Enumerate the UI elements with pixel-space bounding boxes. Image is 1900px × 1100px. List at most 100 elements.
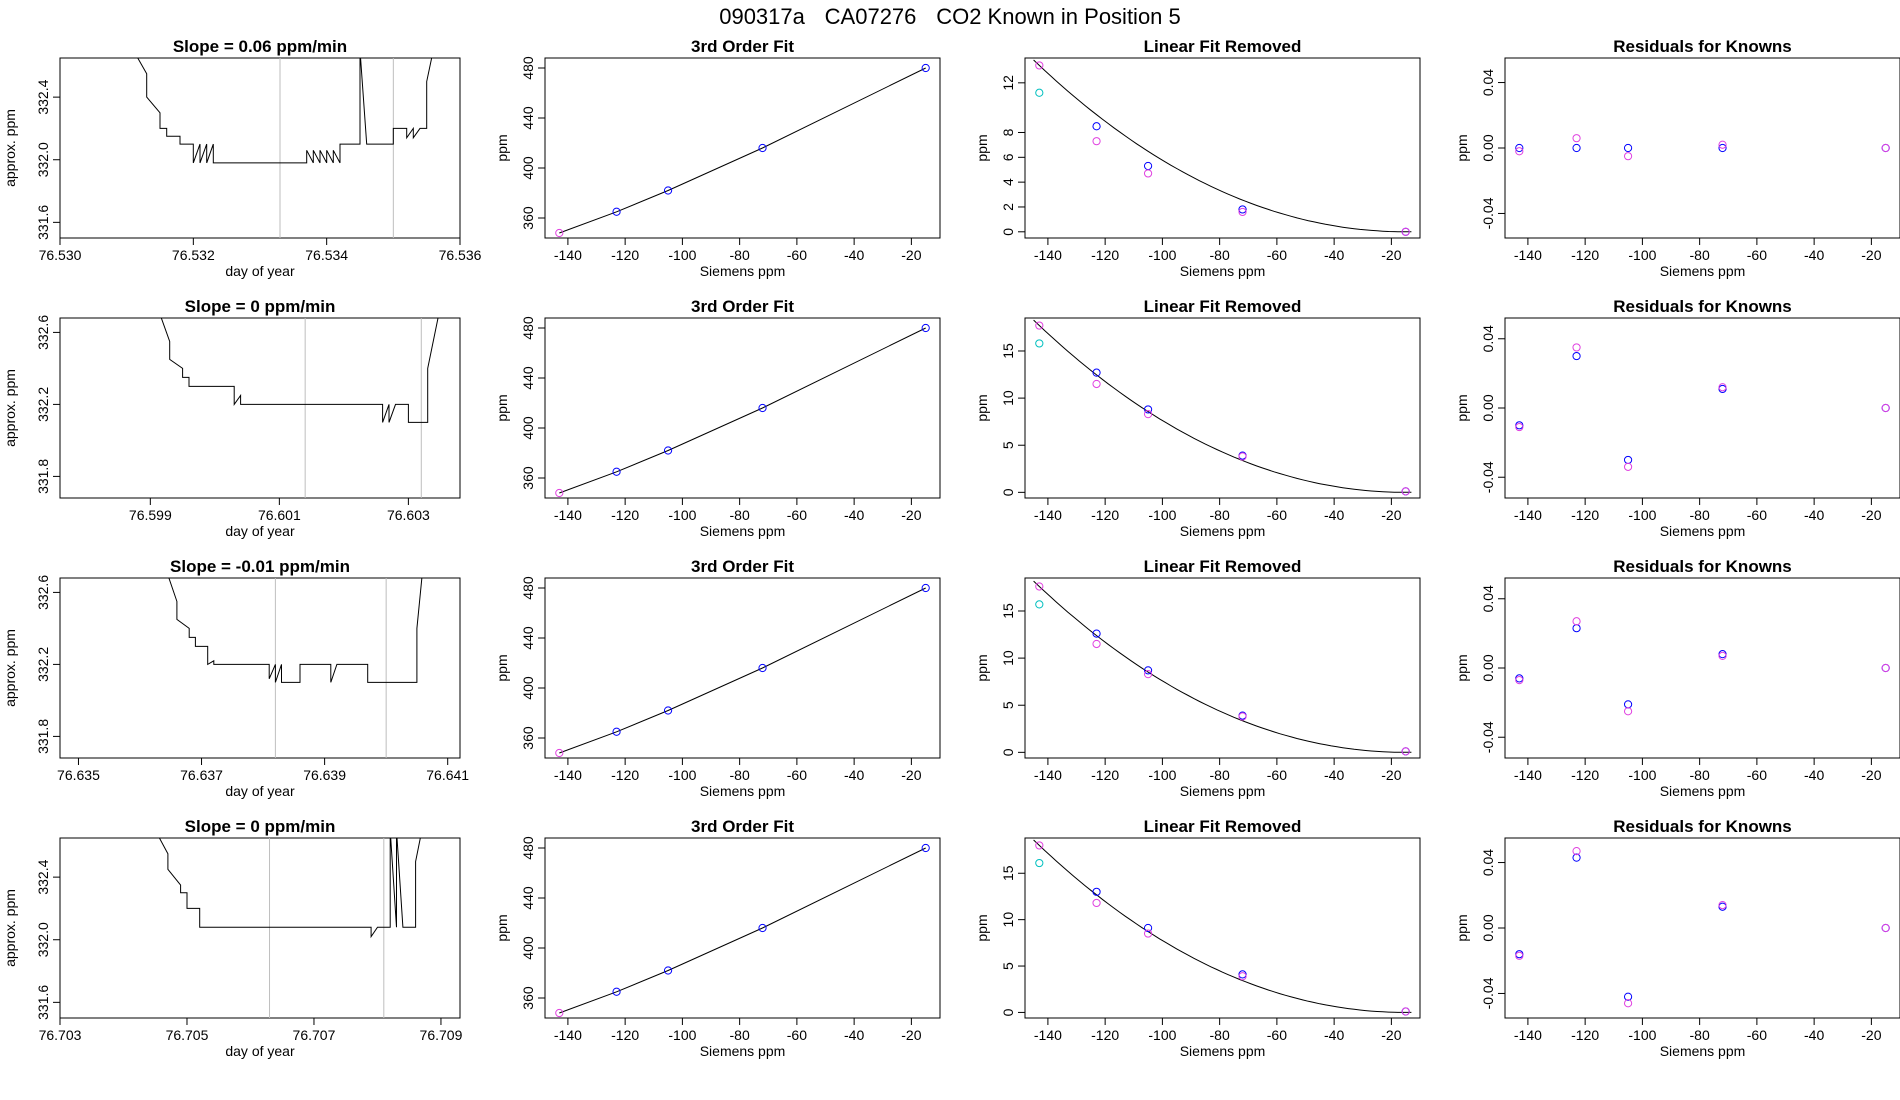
data-point-blue <box>1623 455 1633 465</box>
x-tick-label: -100 <box>1148 247 1176 263</box>
fit-curve-line <box>1033 580 1412 753</box>
data-point-blue <box>1238 205 1247 214</box>
data-point-magenta <box>1623 707 1633 716</box>
x-axis-label: day of year <box>225 263 295 279</box>
data-point-magenta <box>1623 999 1633 1008</box>
x-tick-label: -20 <box>901 507 921 523</box>
x-tick-label: -120 <box>1571 767 1599 783</box>
data-point-blue <box>1718 384 1727 394</box>
plot-area <box>1515 846 1890 1008</box>
plot-title: Linear Fit Removed <box>1144 297 1302 316</box>
title-run-id: 090317a <box>719 4 805 29</box>
x-tick-label: -140 <box>1514 1027 1542 1043</box>
data-point-magenta <box>1035 321 1044 330</box>
x-tick-label: -140 <box>1034 507 1062 523</box>
x-axis-label: Siemens ppm <box>1180 783 1266 799</box>
data-point-magenta <box>1092 639 1101 649</box>
data-point-blue <box>1515 950 1524 959</box>
x-tick-label: -120 <box>611 1027 639 1043</box>
y-tick-label: 331.6 <box>35 205 51 240</box>
y-tick-label: -0.04 <box>1480 197 1496 229</box>
plot-title: Slope = 0.06 ppm/min <box>173 37 347 56</box>
y-axis-label: ppm <box>1454 394 1470 421</box>
y-tick-label: 400 <box>520 936 536 960</box>
x-tick-label: -140 <box>1034 1027 1062 1043</box>
x-tick-label: -100 <box>1148 1027 1176 1043</box>
x-tick-label: -20 <box>1861 767 1881 783</box>
x-tick-label: -40 <box>1804 507 1824 523</box>
plot-frame <box>1504 57 1900 239</box>
x-tick-label: -100 <box>1148 767 1176 783</box>
x-tick-label: -140 <box>1034 767 1062 783</box>
plot-frame <box>1024 57 1421 239</box>
y-tick-label: 480 <box>520 836 536 860</box>
plot-title: Residuals for Knowns <box>1613 37 1792 56</box>
y-tick-label: 331.6 <box>35 985 51 1020</box>
fit-curve-line <box>559 67 926 234</box>
x-tick-label: -20 <box>901 1027 921 1043</box>
data-point-magenta <box>1401 1007 1410 1016</box>
data-point-magenta <box>1718 651 1727 660</box>
x-tick-label: -60 <box>787 247 807 263</box>
y-tick-label: 0.04 <box>1480 849 1496 876</box>
data-point-blue <box>1515 143 1524 153</box>
data-point-blue <box>1515 421 1524 430</box>
data-point-blue <box>921 63 930 73</box>
x-tick-label: 76.532 <box>172 247 215 263</box>
x-axis-label: Siemens ppm <box>1660 783 1746 799</box>
data-point-magenta <box>1143 929 1153 938</box>
plot-frame <box>59 837 461 1019</box>
x-tick-label: -60 <box>787 767 807 783</box>
plot-title: Slope = 0 ppm/min <box>185 817 336 836</box>
y-tick-label: 0.00 <box>1480 914 1496 941</box>
data-point-blue <box>1092 887 1101 896</box>
y-tick-label: 0.04 <box>1480 585 1496 612</box>
x-tick-label: 76.639 <box>303 767 346 783</box>
x-axis-label: day of year <box>225 1043 295 1059</box>
y-tick-label: -0.04 <box>1480 461 1496 493</box>
plot-area <box>1515 617 1890 716</box>
data-point-magenta <box>1881 143 1890 153</box>
y-axis-label: ppm <box>1454 134 1470 161</box>
plot-area <box>168 578 423 758</box>
y-tick-label: 440 <box>520 106 536 130</box>
x-tick-label: -120 <box>1091 1027 1119 1043</box>
x-axis-label: Siemens ppm <box>1660 1043 1746 1059</box>
x-tick-label: -40 <box>1324 507 1344 523</box>
x-tick-label: -100 <box>1628 1027 1656 1043</box>
x-tick-label: -40 <box>1804 247 1824 263</box>
y-tick-label: 10 <box>1000 650 1016 666</box>
y-tick-label: 360 <box>520 986 536 1010</box>
data-point-blue <box>1092 629 1101 638</box>
y-tick-label: 6 <box>1000 153 1016 161</box>
y-tick-label: 332.4 <box>35 79 51 114</box>
title-description: CO2 Known in Position 5 <box>936 4 1181 29</box>
plot-frame <box>1504 837 1900 1019</box>
y-tick-label: 12 <box>1000 75 1016 91</box>
x-tick-label: -40 <box>1324 1027 1344 1043</box>
fit-curve-line <box>559 327 926 494</box>
panel-linear_removed-row4: Linear Fit Removed -140 -120 -100 -80 -60 -40 -… <box>974 817 1421 1059</box>
panel-residuals-row4: Residuals for Knowns -140 -120 -100 -80 -60 -4… <box>1454 817 1900 1059</box>
data-point-blue <box>1143 161 1153 171</box>
data-point-magenta <box>1515 422 1524 432</box>
y-tick-label: 440 <box>520 366 536 390</box>
data-point-magenta <box>1238 452 1247 461</box>
data-point-magenta <box>1718 140 1727 149</box>
x-tick-label: -60 <box>1747 247 1767 263</box>
data-point-magenta <box>1572 617 1581 626</box>
data-point-blue <box>1572 624 1581 633</box>
data-point-magenta <box>1092 379 1101 389</box>
data-point-blue <box>1623 700 1633 709</box>
data-point-magenta <box>1035 582 1044 591</box>
data-point-magenta <box>1035 841 1044 850</box>
panel-residuals-row1: Residuals for Knowns -140 -120 -100 -80 -60 -4… <box>1454 37 1900 279</box>
data-point-cyan <box>1035 88 1044 97</box>
x-tick-label: -100 <box>668 1027 696 1043</box>
raw-trace-line <box>158 838 421 939</box>
x-tick-label: -120 <box>1571 247 1599 263</box>
panel-linear_removed-row1: Linear Fit Removed -140 -120 -100 -80 -60 -40 -… <box>974 37 1421 279</box>
x-tick-label: 76.603 <box>387 507 430 523</box>
data-point-blue <box>1572 853 1581 862</box>
data-point-magenta <box>555 748 564 758</box>
